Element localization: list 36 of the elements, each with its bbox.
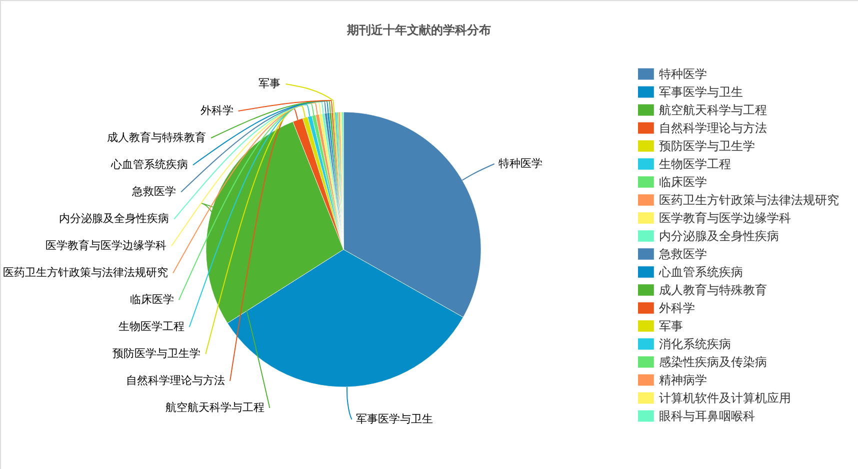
slice-label: 临床医学 (130, 293, 174, 306)
chart-title: 期刊近十年文献的学科分布 (346, 23, 491, 37)
legend-label: 医药卫生方针政策与法律法规研究 (659, 193, 839, 207)
legend-label: 消化系统疾病 (659, 337, 731, 351)
legend-label: 特种医学 (659, 67, 707, 81)
legend-label: 医学教育与医学边缘学科 (659, 211, 791, 225)
legend-label: 航空航天科学与工程 (659, 103, 767, 117)
slice-label: 预防医学与卫生学 (112, 347, 201, 360)
slice-label: 内分泌腺及全身性疾病 (59, 212, 170, 225)
legend-label: 军事 (659, 319, 683, 333)
legend-label: 内分泌腺及全身性疾病 (659, 229, 779, 243)
slice-label: 成人教育与特殊教育 (107, 131, 206, 144)
legend-label: 眼科与耳鼻咽喉科 (659, 409, 755, 423)
legend-label: 临床医学 (659, 175, 707, 189)
legend-label: 心血管系统疾病 (658, 265, 743, 279)
slice-label: 医药卫生方针政策与法律法规研究 (3, 266, 168, 279)
legend-label: 急救医学 (658, 247, 707, 261)
legend-label: 生物医学工程 (659, 157, 731, 171)
slice-label: 军事医学与卫生 (356, 412, 433, 426)
slice-label: 外科学 (200, 104, 234, 117)
slice-label: 自然科学理论与方法 (126, 374, 226, 387)
slice-label: 军事 (258, 77, 281, 90)
slice-label: 心血管系统疾病 (110, 158, 188, 171)
legend-label: 预防医学与卫生学 (659, 139, 755, 153)
slice-label: 生物医学工程 (118, 320, 184, 333)
legend-label: 自然科学理论与方法 (659, 121, 767, 135)
legend-label: 精神病学 (659, 373, 707, 387)
slice-label: 特种医学 (498, 156, 542, 170)
slice-label: 航空航天科学与工程 (166, 401, 265, 414)
slice-label: 医学教育与医学边缘学科 (46, 239, 167, 252)
legend-label: 计算机软件及计算机应用 (659, 391, 791, 405)
legend-label: 外科学 (659, 301, 695, 315)
slice-label: 急救医学 (131, 185, 176, 198)
legend-label: 成人教育与特殊教育 (659, 283, 767, 297)
legend-label: 军事医学与卫生 (659, 85, 743, 99)
legend-label: 感染性疾病及传染病 (659, 355, 767, 369)
